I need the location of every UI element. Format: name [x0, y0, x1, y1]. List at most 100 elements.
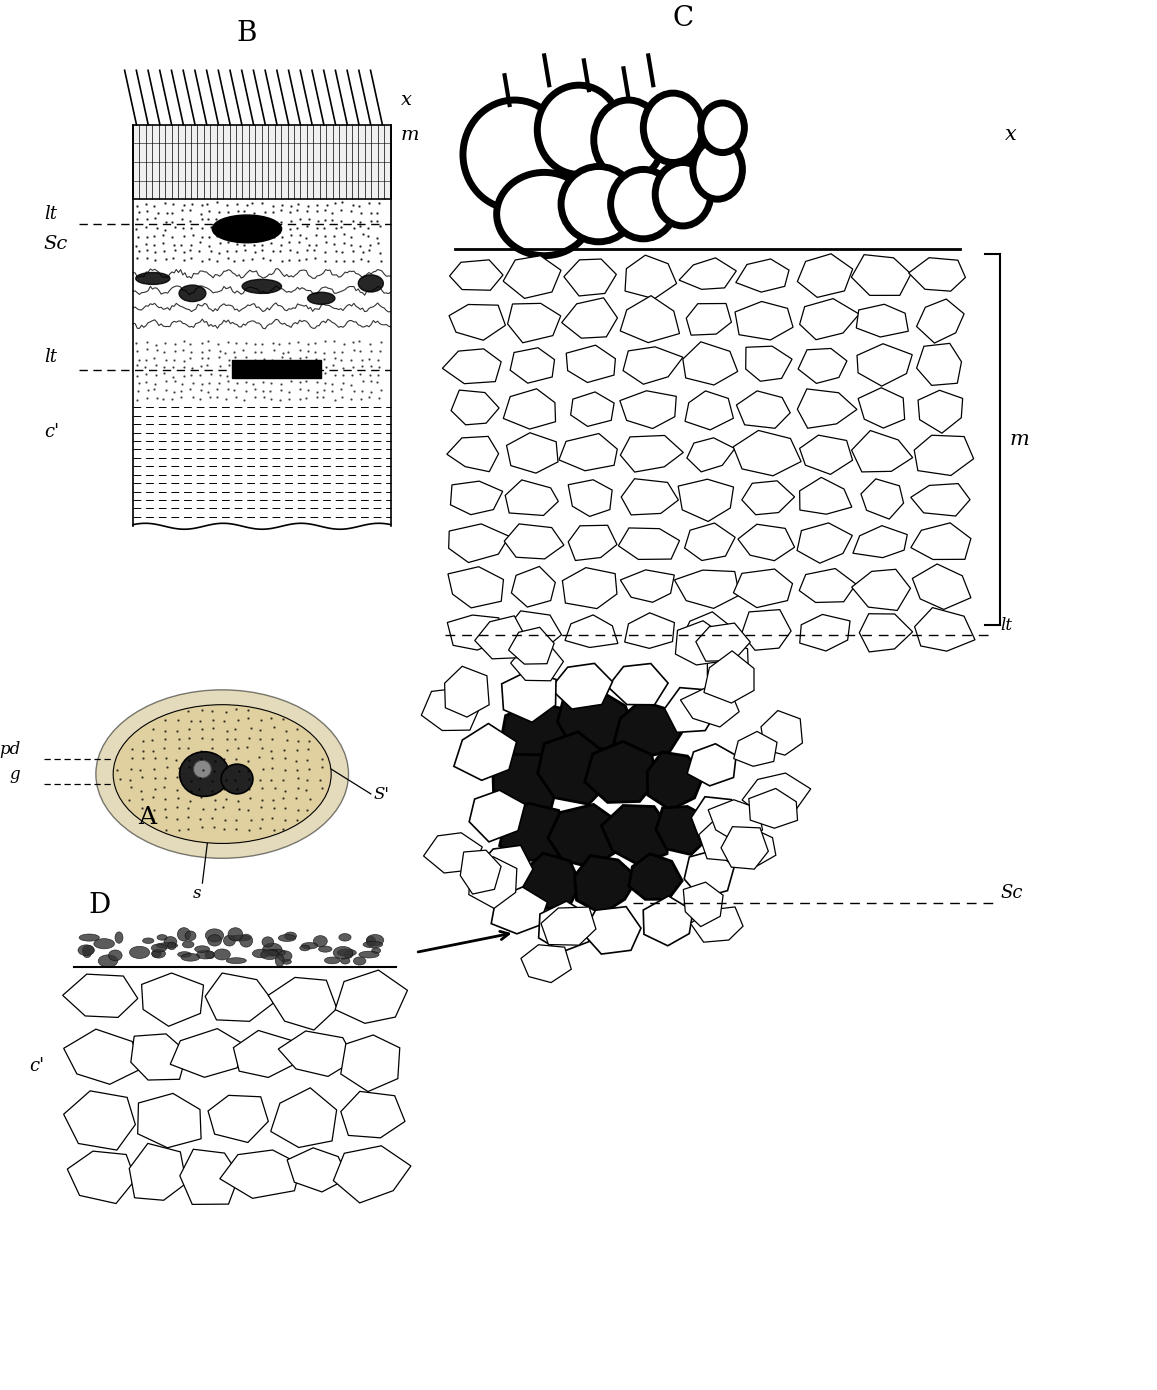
Ellipse shape	[643, 93, 702, 163]
Polygon shape	[620, 296, 679, 342]
Polygon shape	[911, 523, 971, 560]
Polygon shape	[681, 612, 732, 653]
Polygon shape	[685, 523, 735, 560]
Ellipse shape	[193, 760, 212, 778]
Polygon shape	[509, 627, 554, 664]
Polygon shape	[797, 523, 853, 563]
Ellipse shape	[693, 140, 743, 199]
Polygon shape	[664, 688, 717, 733]
Ellipse shape	[367, 937, 376, 947]
Ellipse shape	[252, 949, 270, 958]
Text: c': c'	[44, 423, 59, 441]
Text: D: D	[88, 892, 111, 919]
Polygon shape	[738, 524, 795, 560]
Polygon shape	[916, 299, 964, 343]
Polygon shape	[507, 432, 558, 473]
Ellipse shape	[282, 959, 292, 965]
Polygon shape	[684, 851, 735, 898]
Ellipse shape	[302, 942, 318, 949]
Polygon shape	[607, 663, 668, 705]
Polygon shape	[656, 806, 708, 855]
Ellipse shape	[353, 956, 366, 965]
Polygon shape	[707, 639, 749, 688]
Ellipse shape	[275, 955, 285, 966]
Polygon shape	[508, 303, 561, 343]
Polygon shape	[503, 256, 561, 299]
Polygon shape	[761, 710, 803, 755]
Ellipse shape	[270, 949, 286, 956]
Polygon shape	[861, 480, 904, 518]
Polygon shape	[691, 796, 743, 842]
Polygon shape	[548, 805, 621, 867]
Ellipse shape	[611, 170, 676, 239]
Polygon shape	[448, 614, 500, 651]
Text: x: x	[400, 90, 412, 108]
Polygon shape	[278, 1031, 355, 1076]
Polygon shape	[62, 974, 138, 1017]
Ellipse shape	[83, 948, 91, 958]
Polygon shape	[691, 906, 743, 942]
Ellipse shape	[227, 958, 246, 963]
Polygon shape	[699, 817, 747, 860]
Ellipse shape	[157, 934, 167, 940]
Ellipse shape	[367, 934, 384, 945]
Ellipse shape	[537, 85, 620, 174]
Text: pd: pd	[0, 741, 21, 758]
Ellipse shape	[152, 951, 161, 958]
Polygon shape	[563, 259, 617, 296]
Ellipse shape	[135, 272, 170, 285]
Ellipse shape	[185, 931, 196, 941]
Polygon shape	[67, 1151, 135, 1204]
Ellipse shape	[463, 100, 566, 208]
Ellipse shape	[239, 934, 252, 947]
Polygon shape	[561, 297, 618, 338]
Polygon shape	[685, 391, 734, 430]
Polygon shape	[853, 525, 907, 557]
Polygon shape	[287, 1148, 348, 1191]
Ellipse shape	[701, 103, 744, 153]
Ellipse shape	[363, 941, 383, 948]
Polygon shape	[625, 256, 677, 299]
Ellipse shape	[285, 933, 296, 940]
Polygon shape	[521, 945, 572, 983]
Ellipse shape	[168, 942, 176, 949]
Polygon shape	[798, 349, 847, 384]
Ellipse shape	[279, 934, 296, 941]
Ellipse shape	[345, 951, 353, 958]
Polygon shape	[502, 671, 557, 723]
Ellipse shape	[278, 951, 292, 962]
Polygon shape	[680, 688, 739, 727]
Polygon shape	[568, 525, 617, 560]
Ellipse shape	[94, 938, 115, 949]
Polygon shape	[736, 259, 789, 292]
Ellipse shape	[177, 927, 191, 941]
Polygon shape	[460, 851, 501, 894]
Polygon shape	[675, 570, 739, 609]
Polygon shape	[742, 481, 795, 514]
Polygon shape	[474, 616, 525, 659]
Polygon shape	[797, 389, 857, 428]
Polygon shape	[503, 389, 555, 430]
Ellipse shape	[223, 935, 235, 947]
Polygon shape	[618, 528, 679, 559]
Polygon shape	[621, 478, 678, 514]
Polygon shape	[510, 348, 554, 384]
Polygon shape	[687, 438, 735, 471]
Polygon shape	[500, 703, 576, 763]
Polygon shape	[708, 799, 762, 842]
Polygon shape	[734, 431, 801, 475]
Ellipse shape	[179, 752, 229, 796]
Polygon shape	[734, 731, 778, 766]
Polygon shape	[64, 1029, 142, 1084]
Polygon shape	[448, 567, 503, 607]
Ellipse shape	[655, 163, 710, 227]
Text: lt: lt	[44, 348, 57, 366]
Polygon shape	[643, 897, 693, 945]
Polygon shape	[647, 752, 703, 810]
Polygon shape	[336, 970, 407, 1023]
Text: B: B	[237, 19, 257, 47]
Polygon shape	[703, 651, 754, 703]
Polygon shape	[451, 391, 499, 425]
Polygon shape	[735, 302, 793, 341]
Polygon shape	[584, 741, 657, 802]
